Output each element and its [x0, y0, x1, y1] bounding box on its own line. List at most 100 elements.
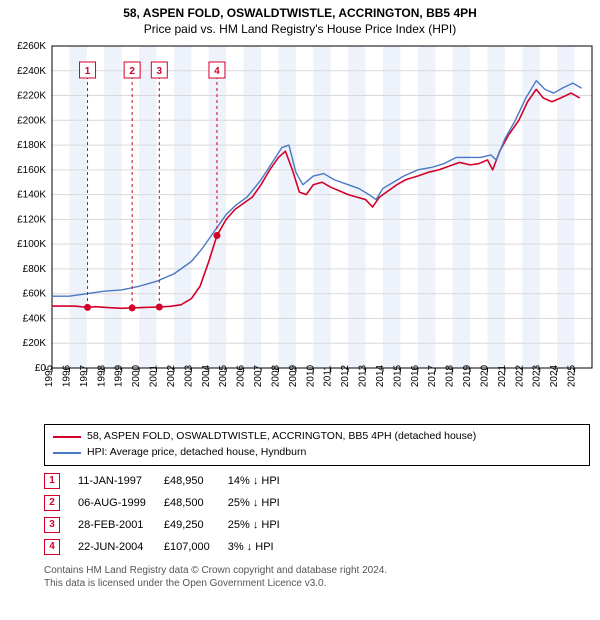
x-tick-label: 2018 — [445, 364, 456, 387]
x-tick-label: 2014 — [375, 364, 386, 387]
x-tick-label: 2001 — [149, 364, 160, 387]
sale-delta: 25% ↓ HPI — [228, 514, 298, 536]
chart-area: £0£20K£40K£60K£80K£100K£120K£140K£160K£1… — [0, 38, 600, 418]
sales-table: 1 11-JAN-1997£48,95014% ↓ HPI 2 06-AUG-1999… — [44, 470, 298, 558]
chart-titles: 58, ASPEN FOLD, OSWALDTWISTLE, ACCRINGTO… — [0, 0, 600, 38]
marker-dot — [213, 232, 220, 239]
footer: Contains HM Land Registry data © Crown c… — [44, 564, 590, 591]
y-tick-label: £40K — [23, 313, 47, 324]
x-tick-label: 2005 — [218, 364, 229, 387]
shade-band — [522, 46, 539, 368]
legend: 58, ASPEN FOLD, OSWALDTWISTLE, ACCRINGTO… — [44, 424, 590, 466]
marker-dot — [84, 304, 91, 311]
sale-price: £107,000 — [164, 536, 228, 558]
table-row: 2 06-AUG-1999£48,50025% ↓ HPI — [44, 492, 298, 514]
marker-number: 2 — [129, 66, 135, 77]
x-tick-label: 1997 — [79, 364, 90, 387]
x-tick-label: 2013 — [358, 364, 369, 387]
x-tick-label: 2008 — [270, 364, 281, 387]
footer-line: This data is licensed under the Open Gov… — [44, 577, 590, 591]
sale-marker: 4 — [44, 539, 60, 555]
sale-delta: 14% ↓ HPI — [228, 470, 298, 492]
sale-marker: 3 — [44, 517, 60, 533]
y-tick-label: £20K — [23, 338, 47, 349]
x-tick-label: 1996 — [61, 364, 72, 387]
marker-dot — [156, 304, 163, 311]
shade-band — [453, 46, 470, 368]
x-tick-label: 1999 — [114, 364, 125, 387]
shade-band — [209, 46, 226, 368]
sale-price: £48,950 — [164, 470, 228, 492]
shade-band — [69, 46, 86, 368]
sale-price: £49,250 — [164, 514, 228, 536]
x-tick-label: 1995 — [44, 364, 55, 387]
title-main: 58, ASPEN FOLD, OSWALDTWISTLE, ACCRINGTO… — [0, 6, 600, 20]
marker-number: 3 — [157, 66, 163, 77]
table-row: 1 11-JAN-1997£48,95014% ↓ HPI — [44, 470, 298, 492]
footer-line: Contains HM Land Registry data © Crown c… — [44, 564, 590, 578]
marker-number: 4 — [214, 66, 220, 77]
sale-date: 28-FEB-2001 — [78, 514, 164, 536]
y-tick-label: £80K — [23, 264, 47, 275]
x-tick-label: 2024 — [549, 364, 560, 387]
legend-swatch — [53, 436, 81, 438]
sale-marker: 2 — [44, 495, 60, 511]
x-tick-label: 2006 — [236, 364, 247, 387]
sale-date: 06-AUG-1999 — [78, 492, 164, 514]
x-tick-label: 2023 — [532, 364, 543, 387]
shade-band — [313, 46, 330, 368]
y-tick-label: £180K — [17, 140, 46, 151]
shade-band — [278, 46, 295, 368]
sale-delta: 25% ↓ HPI — [228, 492, 298, 514]
x-tick-label: 2010 — [305, 364, 316, 387]
shade-band — [383, 46, 400, 368]
table-row: 3 28-FEB-2001£49,25025% ↓ HPI — [44, 514, 298, 536]
y-tick-label: £200K — [17, 115, 46, 126]
shade-band — [418, 46, 435, 368]
x-tick-label: 2012 — [340, 364, 351, 387]
y-tick-label: £260K — [17, 41, 46, 52]
sale-delta: 3% ↓ HPI — [228, 536, 298, 558]
shade-band — [244, 46, 261, 368]
x-tick-label: 2025 — [567, 364, 578, 387]
y-tick-label: £220K — [17, 91, 46, 102]
legend-row: 58, ASPEN FOLD, OSWALDTWISTLE, ACCRINGTO… — [53, 429, 581, 445]
x-tick-label: 2000 — [131, 364, 142, 387]
x-tick-label: 1998 — [96, 364, 107, 387]
x-tick-label: 2007 — [253, 364, 264, 387]
title-sub: Price paid vs. HM Land Registry's House … — [0, 22, 600, 36]
x-tick-label: 2004 — [201, 364, 212, 387]
shade-band — [348, 46, 365, 368]
x-tick-label: 2021 — [497, 364, 508, 387]
chart-svg: £0£20K£40K£60K£80K£100K£120K£140K£160K£1… — [0, 38, 600, 418]
y-tick-label: £240K — [17, 66, 46, 77]
y-tick-label: £140K — [17, 190, 46, 201]
x-tick-label: 2002 — [166, 364, 177, 387]
legend-swatch — [53, 452, 81, 454]
x-tick-label: 2011 — [323, 365, 334, 387]
legend-label: HPI: Average price, detached house, Hynd… — [87, 445, 306, 461]
sale-price: £48,500 — [164, 492, 228, 514]
marker-dot — [129, 304, 136, 311]
y-tick-label: £60K — [23, 289, 47, 300]
table-row: 4 22-JUN-2004£107,0003% ↓ HPI — [44, 536, 298, 558]
sale-marker: 1 — [44, 473, 60, 489]
x-tick-label: 2017 — [427, 364, 438, 387]
legend-row: HPI: Average price, detached house, Hynd… — [53, 445, 581, 461]
x-tick-label: 2019 — [462, 364, 473, 387]
shade-band — [139, 46, 156, 368]
legend-label: 58, ASPEN FOLD, OSWALDTWISTLE, ACCRINGTO… — [87, 429, 476, 445]
x-tick-label: 2020 — [479, 364, 490, 387]
sale-date: 22-JUN-2004 — [78, 536, 164, 558]
x-tick-label: 2009 — [288, 364, 299, 387]
x-tick-label: 2016 — [410, 364, 421, 387]
y-tick-label: £160K — [17, 165, 46, 176]
shade-band — [487, 46, 504, 368]
marker-number: 1 — [85, 66, 91, 77]
y-tick-label: £100K — [17, 239, 46, 250]
shade-band — [174, 46, 191, 368]
shade-band — [104, 46, 121, 368]
x-tick-label: 2003 — [183, 364, 194, 387]
x-tick-label: 2015 — [392, 364, 403, 387]
sale-date: 11-JAN-1997 — [78, 470, 164, 492]
